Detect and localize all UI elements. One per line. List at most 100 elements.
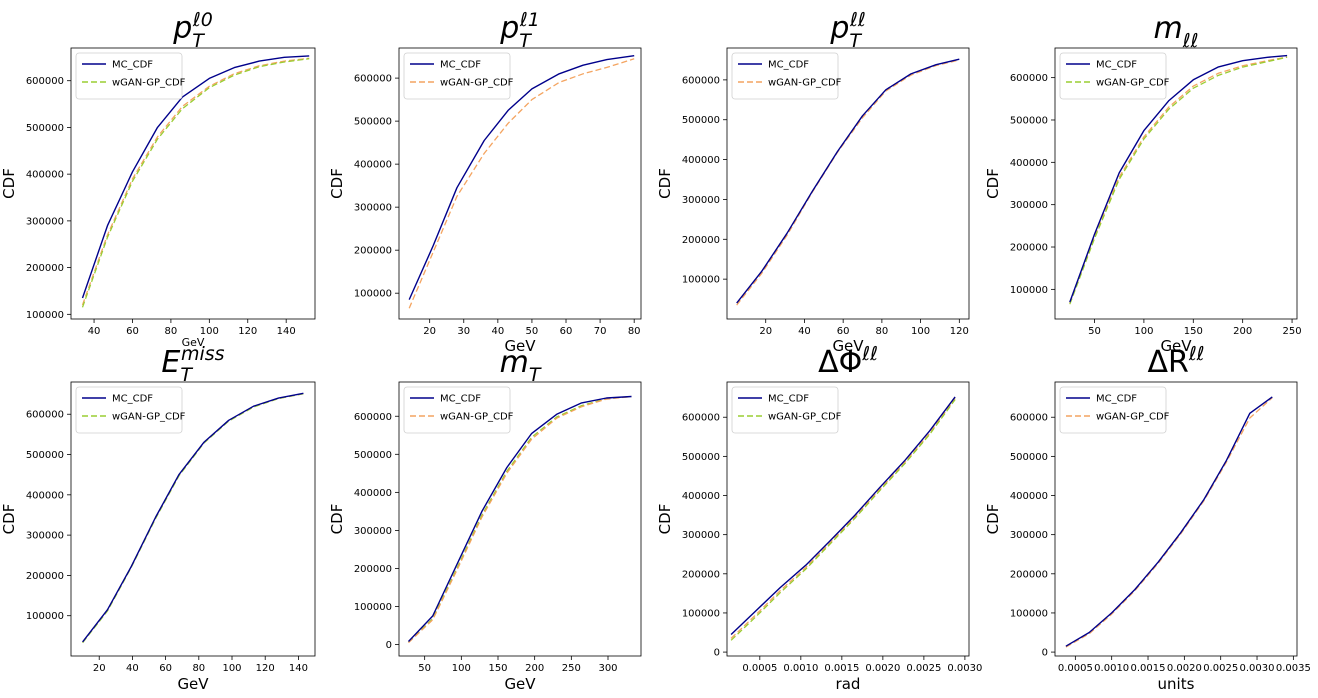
x-tick-label: 0.0035 — [1276, 663, 1311, 674]
x-axis-label: GeV — [832, 337, 864, 355]
y-tick-label: 200000 — [682, 569, 720, 580]
y-tick-label: 300000 — [1010, 530, 1048, 541]
series-line-0 — [730, 396, 956, 636]
y-tick-label: 500000 — [682, 115, 720, 126]
x-tick-label: 150 — [1184, 326, 1203, 337]
y-tick-label: 600000 — [26, 76, 64, 87]
series-line-2 — [730, 398, 956, 639]
x-tick-label: 60 — [560, 326, 573, 337]
series-line-0 — [81, 55, 310, 299]
y-tick-label: 0 — [386, 640, 392, 651]
x-tick-label: 50 — [526, 326, 539, 337]
y-tick-label: 0 — [1042, 648, 1048, 659]
y-tick-label: 300000 — [354, 526, 392, 537]
x-tick-label: 120 — [238, 326, 257, 337]
y-axis-label: CDF — [984, 168, 1002, 199]
y-axis-label: CDF — [328, 168, 346, 199]
chart-title: ETmiss — [161, 343, 224, 386]
y-axis-label: CDF — [328, 504, 346, 535]
x-tick-label: 0.0005 — [742, 663, 777, 674]
y-tick-label: 200000 — [682, 235, 720, 246]
y-tick-label: 100000 — [26, 611, 64, 622]
y-tick-label: 400000 — [354, 160, 392, 171]
y-axis-label: CDF — [0, 504, 18, 535]
y-axis-label: CDF — [984, 504, 1002, 535]
x-axis-label: GeV — [177, 675, 209, 693]
legend-label: wGAN-GP_CDF — [112, 78, 186, 89]
x-tick-label: 50 — [1088, 326, 1101, 337]
x-tick-label: 200 — [1233, 326, 1252, 337]
x-tick-label: 300 — [598, 663, 617, 674]
chart-title: pTℓℓ — [829, 9, 865, 52]
legend-label: wGAN-GP_CDF — [1096, 78, 1170, 89]
y-tick-label: 300000 — [26, 531, 64, 542]
legend-label: wGAN-GP_CDF — [440, 78, 514, 89]
y-tick-label: 600000 — [682, 413, 720, 424]
x-tick-label: 140 — [277, 326, 296, 337]
y-tick-label: 400000 — [682, 155, 720, 166]
x-tick-label: 80 — [165, 326, 178, 337]
series-line-0 — [408, 55, 635, 300]
legend-label: wGAN-GP_CDF — [768, 412, 842, 423]
y-tick-label: 100000 — [354, 289, 392, 300]
series-line-1 — [81, 58, 310, 308]
y-tick-label: 200000 — [354, 564, 392, 575]
x-tick-label: 20 — [93, 663, 106, 674]
axes-frame — [726, 47, 970, 320]
chart-panel-5: 20 40 60 80 100 120 140 100000 200000 300000 40000… — [0, 343, 316, 693]
x-tick-label: 40 — [88, 326, 101, 337]
y-tick-label: 600000 — [682, 75, 720, 86]
x-tick-label: 100 — [1134, 326, 1153, 337]
series-line-2 — [81, 57, 310, 306]
axes-frame — [1054, 47, 1298, 320]
axes-frame — [726, 381, 970, 657]
x-tick-label: 100 — [452, 663, 471, 674]
y-tick-label: 500000 — [1010, 452, 1048, 463]
y-tick-label: 500000 — [354, 450, 392, 461]
series-line-1 — [408, 58, 635, 309]
x-tick-label: 100 — [200, 326, 219, 337]
x-tick-label: 40 — [491, 326, 504, 337]
y-tick-label: 200000 — [26, 571, 64, 582]
chart-panel-3: 20 40 60 80 100 120 100000 200000 300000 400000 50… — [656, 9, 970, 355]
series-line-0 — [736, 58, 960, 304]
x-tick-label: 40 — [126, 663, 139, 674]
y-tick-label: 100000 — [682, 608, 720, 619]
y-tick-label: 600000 — [1010, 413, 1048, 424]
y-tick-label: 500000 — [354, 117, 392, 128]
x-tick-label: 120 — [256, 663, 275, 674]
y-tick-label: 100000 — [682, 275, 720, 286]
y-tick-label: 200000 — [354, 246, 392, 257]
series-line-0 — [1069, 54, 1288, 303]
chart-title: ΔRℓℓ — [1147, 343, 1204, 380]
chart-title: pTℓ0 — [172, 9, 213, 52]
x-tick-label: 70 — [594, 326, 607, 337]
legend-label: wGAN-GP_CDF — [1096, 412, 1170, 423]
x-tick-label: 0.0025 — [906, 663, 941, 674]
y-tick-label: 500000 — [26, 123, 64, 134]
series-line-2 — [1069, 56, 1288, 304]
series-line-1 — [408, 395, 632, 644]
x-tick-label: 140 — [289, 663, 308, 674]
y-tick-label: 400000 — [26, 170, 64, 181]
x-tick-label: 0.0025 — [1203, 663, 1238, 674]
x-tick-label: 80 — [628, 326, 641, 337]
chart-title: mℓℓ — [1154, 11, 1199, 52]
x-tick-label: 120 — [950, 326, 969, 337]
x-tick-label: 0.0015 — [1131, 663, 1166, 674]
x-tick-label: 0.0020 — [865, 663, 900, 674]
x-tick-label: 0.0030 — [947, 663, 982, 674]
y-tick-label: 400000 — [682, 491, 720, 502]
series-line-1 — [730, 399, 956, 641]
series-line-1 — [1069, 56, 1288, 305]
x-tick-label: 200 — [525, 663, 544, 674]
x-tick-label: 0.0030 — [1240, 663, 1275, 674]
x-tick-label: 50 — [418, 663, 431, 674]
x-tick-label: 100 — [222, 663, 241, 674]
legend-label: MC_CDF — [112, 394, 153, 405]
y-tick-label: 0 — [714, 648, 720, 659]
y-tick-label: 400000 — [1010, 158, 1048, 169]
legend-label: MC_CDF — [1096, 60, 1137, 71]
y-axis-label: CDF — [656, 168, 674, 199]
x-tick-label: 0.0010 — [1094, 663, 1129, 674]
